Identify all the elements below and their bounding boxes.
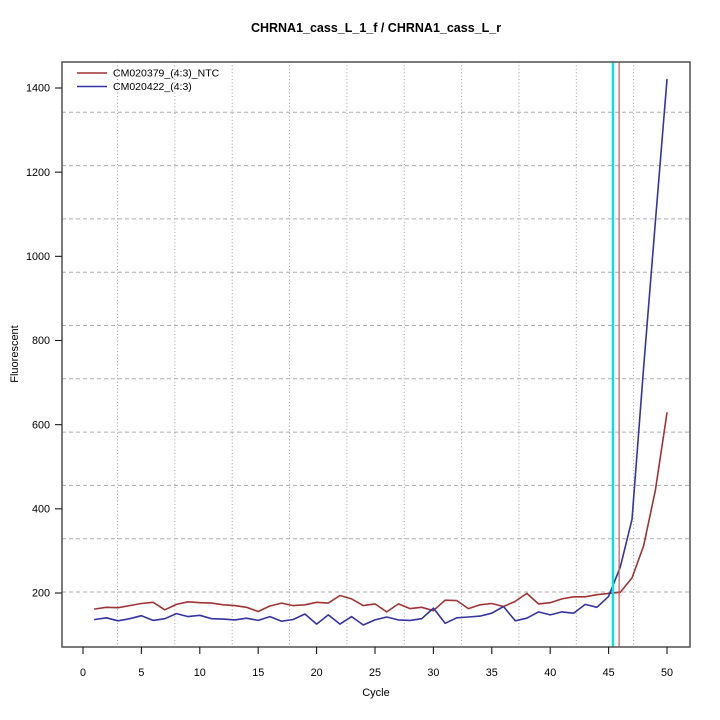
axis-tick-labels: 0 5 10 15 20 25 30 35 40 45 50 200 400 600 800 1000 1200… (26, 83, 673, 679)
x-tick-label: 0 (80, 667, 86, 679)
gridlines (62, 62, 690, 647)
x-tick-label: 50 (661, 667, 673, 679)
x-tick-label: 35 (486, 667, 498, 679)
y-tick-label: 400 (32, 503, 50, 515)
y-axis-label: Fluorescent (9, 325, 21, 382)
x-tick-label: 10 (194, 667, 206, 679)
series-line-1 (93, 78, 668, 626)
series-line-0 (93, 412, 668, 613)
y-tick-label: 1200 (26, 167, 50, 179)
legend-label-0: CM020379_(4:3)_NTC (113, 68, 220, 80)
x-tick-label: 45 (603, 667, 615, 679)
x-tick-label: 40 (544, 667, 556, 679)
plot-border (61, 61, 691, 648)
y-tick-label: 800 (32, 335, 50, 347)
x-tick-label: 15 (252, 667, 264, 679)
y-tick-label: 1000 (26, 251, 50, 263)
y-tick-label: 1400 (26, 83, 50, 95)
y-tick-label: 600 (32, 419, 50, 431)
x-tick-label: 25 (369, 667, 381, 679)
y-tick-label: 200 (32, 588, 50, 600)
x-tick-label: 30 (427, 667, 439, 679)
threshold-lines (611, 62, 620, 647)
chart-title: CHRNA1_cass_L_1_f / CHRNA1_cass_L_r (251, 21, 501, 35)
x-axis-label: Cycle (362, 687, 390, 699)
x-tick-label: 5 (138, 667, 144, 679)
axis-ticks (55, 87, 668, 654)
data-series (93, 78, 668, 626)
legend-label-1: CM020422_(4:3) (113, 81, 192, 93)
x-tick-label: 20 (311, 667, 323, 679)
